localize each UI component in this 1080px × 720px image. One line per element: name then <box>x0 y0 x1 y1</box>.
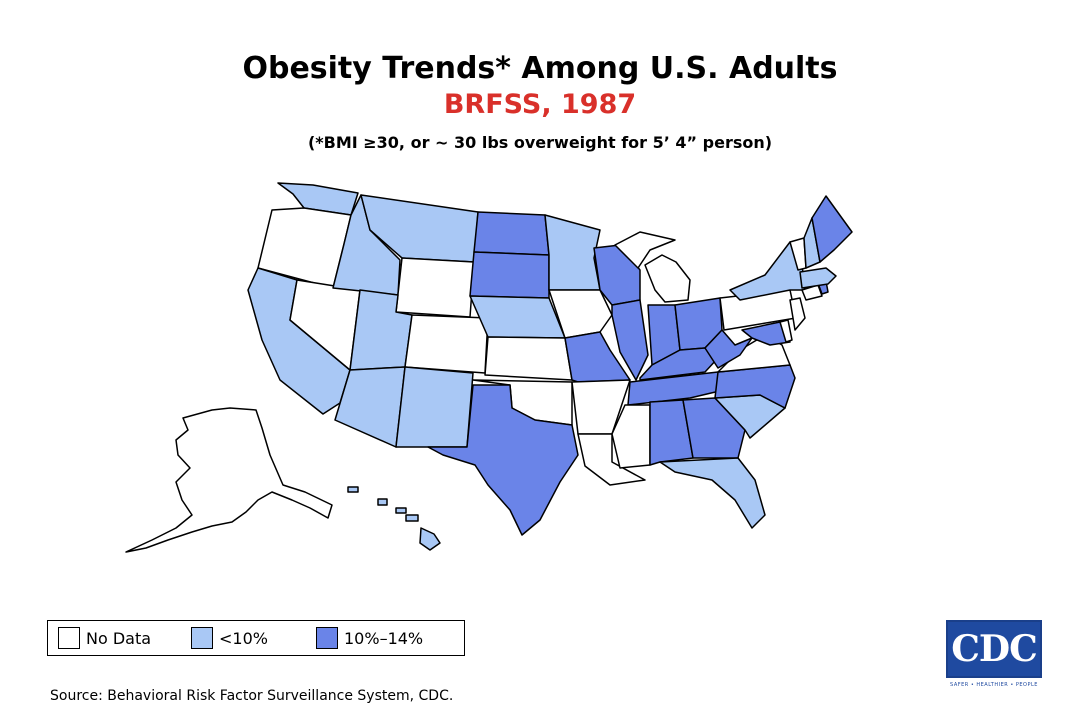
legend-label: <10% <box>219 628 268 648</box>
legend-swatch-no-data <box>58 627 80 649</box>
state-HI <box>347 486 441 551</box>
title-block: Obesity Trends* Among U.S. Adults BRFSS,… <box>0 50 1080 154</box>
state-WY <box>395 257 475 318</box>
state-AK <box>125 407 333 553</box>
legend-swatch-lt10 <box>191 627 213 649</box>
state-NM <box>395 366 474 448</box>
state-MD <box>741 321 791 346</box>
legend-label: 10%–14% <box>344 628 424 648</box>
page-title: Obesity Trends* Among U.S. Adults <box>242 51 838 86</box>
state-MS <box>611 404 651 469</box>
source-note: Source: Behavioral Risk Factor Surveilla… <box>50 688 454 704</box>
legend-item-10-14: 10%–14% <box>316 626 423 650</box>
legend-swatch-10-14 <box>316 627 338 649</box>
state-KS <box>484 336 573 381</box>
state-IL <box>611 299 649 381</box>
state-GA <box>682 397 746 459</box>
legend-item-no-data: No Data <box>58 626 151 650</box>
legend-item-lt10: <10% <box>191 626 268 650</box>
state-CO <box>404 314 489 374</box>
state-SD <box>469 251 550 299</box>
state-AL <box>649 399 694 466</box>
state-FL <box>659 457 766 529</box>
state-MN <box>544 214 601 291</box>
legend-label: No Data <box>86 628 152 648</box>
cdc-logo-text: CDC <box>951 628 1038 670</box>
state-MA <box>799 267 837 289</box>
bmi-note: (*BMI ≥30, or ~ 30 lbs overweight for 5’… <box>307 133 773 152</box>
state-NJ <box>789 297 806 331</box>
state-ND <box>473 211 550 256</box>
state-DE <box>779 319 793 343</box>
legend: No Data <10% 10%–14% <box>47 620 465 656</box>
state-MI <box>614 231 691 303</box>
state-TX <box>427 384 579 536</box>
cdc-logo: CDC <box>946 620 1042 678</box>
state-IA <box>548 289 613 339</box>
cdc-tagline: SAFER • HEALTHIER • PEOPLE <box>950 682 1038 688</box>
state-ME <box>811 195 853 263</box>
page-subtitle: BRFSS, 1987 <box>443 89 637 120</box>
